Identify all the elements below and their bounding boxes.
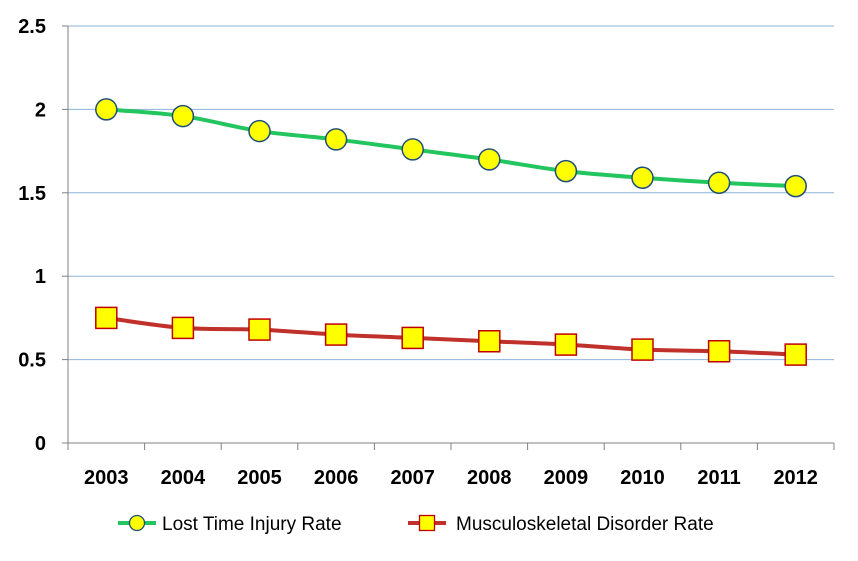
data-point: [707, 340, 731, 363]
series-2: [95, 306, 807, 366]
series-lines: [95, 98, 807, 366]
data-point: [95, 98, 118, 121]
y-tick-label: 1: [35, 266, 46, 288]
y-tick-label: 1.5: [18, 183, 46, 205]
legend-item: Lost Time Injury Rate: [118, 514, 342, 535]
y-tick-label: 0: [35, 433, 46, 455]
series-line: [106, 315, 796, 357]
data-point: [707, 171, 731, 195]
data-point: [401, 326, 424, 350]
data-point: [478, 148, 501, 171]
data-point: [248, 119, 271, 143]
data-point: [324, 323, 348, 346]
x-tick-label: 2005: [237, 467, 282, 489]
legend-marker: [418, 514, 436, 532]
x-tick-label: 2006: [314, 467, 359, 489]
data-point: [478, 330, 501, 353]
x-tick-label: 2004: [161, 467, 206, 489]
x-tick-label: 2003: [84, 467, 129, 489]
x-tick-label: 2008: [467, 467, 512, 489]
data-point: [171, 104, 195, 128]
data-point: [784, 343, 807, 366]
x-tick-label: 2012: [773, 467, 818, 489]
data-point: [401, 138, 424, 161]
x-tick-label: 2007: [390, 467, 435, 489]
data-point: [324, 128, 348, 151]
x-tick-label: 2009: [544, 467, 589, 489]
legend-marker: [128, 514, 146, 532]
legend-item: Musculoskeletal Disorder Rate: [408, 514, 714, 535]
data-point: [554, 333, 578, 356]
legend-label: Lost Time Injury Rate: [162, 514, 342, 535]
axes: 0 0.5 1 1.5 2 2.5 2003 2004 2005 2006 2007 2008 2009…: [18, 16, 835, 489]
y-tick-label: 2.5: [18, 16, 46, 38]
data-point: [631, 166, 654, 190]
x-tick-label: 2011: [697, 467, 740, 489]
data-point: [554, 159, 578, 183]
data-point: [784, 174, 807, 198]
series-line: [106, 107, 796, 189]
data-point: [95, 306, 118, 330]
gridlines: [68, 25, 834, 361]
y-tick-label: 2: [35, 99, 46, 121]
y-tick-label: 0.5: [18, 350, 46, 372]
x-tick-label: 2010: [620, 467, 665, 489]
data-point: [631, 338, 654, 361]
series-1: [95, 98, 807, 198]
legend: Lost Time Injury Rate Musculoskeletal Dis…: [118, 514, 714, 535]
legend-label: Musculoskeletal Disorder Rate: [456, 514, 714, 535]
data-point: [248, 318, 271, 341]
data-point: [171, 316, 195, 340]
